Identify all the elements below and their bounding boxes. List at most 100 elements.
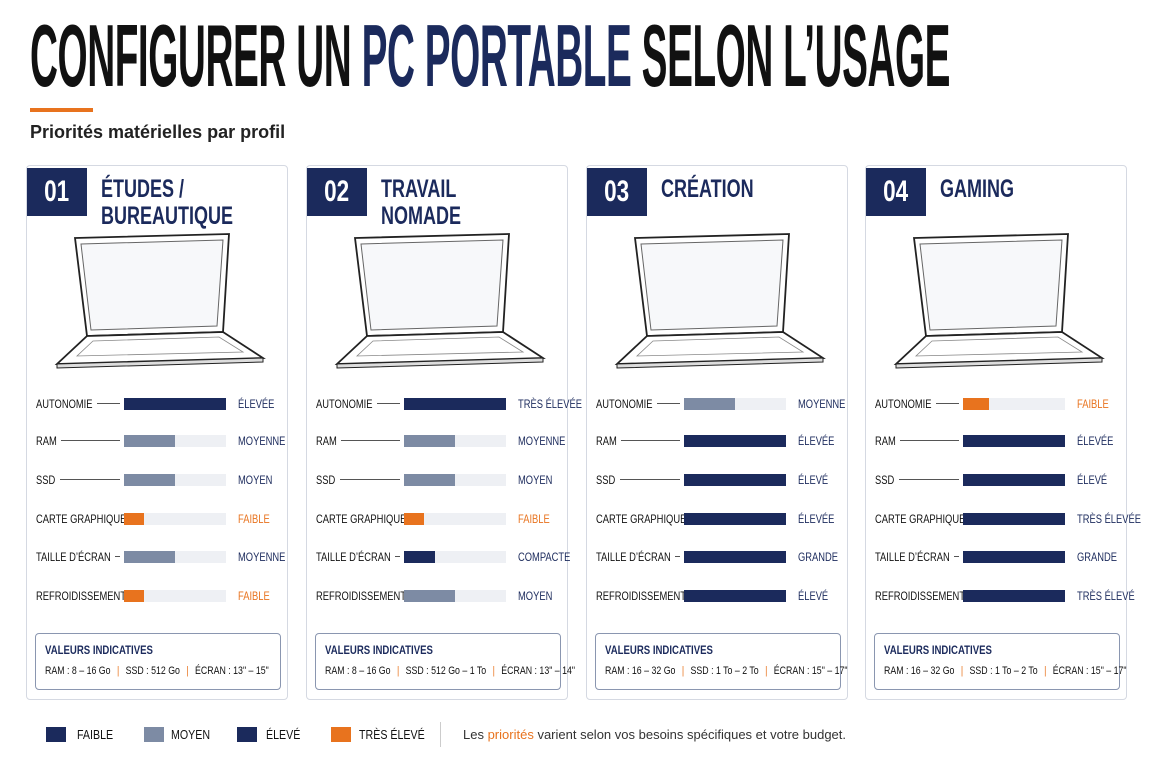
bar-track bbox=[404, 474, 506, 486]
level-label: TRÈS ÉLEVÉ bbox=[1077, 589, 1135, 603]
arrow bbox=[899, 479, 959, 480]
level-label: ÉLEVÉ bbox=[1077, 473, 1108, 487]
spec-label: CARTE GRAPHIQUE bbox=[875, 512, 966, 526]
level-label: FAIBLE bbox=[238, 512, 270, 526]
values-box: VALEURS INDICATIVES RAM : 16 – 32 Go | SSD … bbox=[595, 633, 848, 690]
card: 01 ÉTUDES / BUREAUTIQUE AUTONOMIE ÉLEVÉE RAM M… bbox=[26, 165, 288, 700]
values-item: ÉCRAN : 15" – 17" bbox=[773, 665, 848, 677]
bar bbox=[124, 513, 145, 525]
level-label: MOYENNE bbox=[798, 397, 846, 411]
level-label: FAIBLE bbox=[238, 589, 270, 603]
card-title-line: CRÉATION bbox=[661, 175, 754, 203]
spec-label: AUTONOMIE bbox=[875, 397, 932, 411]
spec-label: AUTONOMIE bbox=[316, 397, 373, 411]
spec-row: TAILLE D’ÉCRAN GRANDE bbox=[866, 549, 1128, 565]
spec-row: RAM ÉLEVÉE bbox=[866, 433, 1128, 449]
bar bbox=[404, 435, 455, 447]
spec-label: SSD bbox=[36, 473, 56, 487]
values-items: RAM : 8 – 16 Go | SSD : 512 Go | ÉCRAN : 13"… bbox=[45, 665, 269, 677]
values-box: VALEURS INDICATIVES RAM : 8 – 16 Go | SSD :… bbox=[35, 633, 281, 690]
card-title-line: ÉTUDES / bbox=[101, 175, 185, 203]
spec-label: RAM bbox=[596, 434, 617, 448]
values-box: VALEURS INDICATIVES RAM : 16 – 32 Go | SSD … bbox=[874, 633, 1127, 690]
spec-row: RAM MOYENNE bbox=[307, 433, 569, 449]
separator: | bbox=[396, 665, 400, 677]
separator: | bbox=[492, 665, 495, 677]
spec-row: CARTE GRAPHIQUE TRÈS ÉLEVÉE bbox=[866, 511, 1141, 527]
card-title: TRAVAIL NOMADE bbox=[381, 176, 492, 230]
legend-swatch bbox=[144, 727, 164, 742]
bar bbox=[684, 398, 735, 410]
spec-row: AUTONOMIE MOYENNE bbox=[587, 396, 849, 412]
arrow bbox=[954, 556, 959, 557]
bar bbox=[124, 551, 175, 563]
bar bbox=[963, 435, 1065, 447]
spec-row: TAILLE D’ÉCRAN GRANDE bbox=[587, 549, 849, 565]
card-number-box: 04 bbox=[866, 168, 926, 216]
bar-track bbox=[404, 551, 506, 563]
spec-row: CARTE GRAPHIQUE ÉLEVÉE bbox=[587, 511, 849, 527]
arrow bbox=[395, 556, 400, 557]
bar-track bbox=[404, 398, 506, 410]
spec-label: RAM bbox=[36, 434, 57, 448]
spec-row: TAILLE D’ÉCRAN MOYENNE bbox=[27, 549, 289, 565]
card: 02 TRAVAIL NOMADE AUTONOMIE TRÈS ÉLEVÉE RAM MO… bbox=[306, 165, 582, 700]
bar-track bbox=[963, 590, 1065, 602]
level-label: FAIBLE bbox=[518, 512, 550, 526]
spec-row: CARTE GRAPHIQUE FAIBLE bbox=[27, 511, 289, 527]
spec-row: REFROIDISSEMENT TRÈS ÉLEVÉ bbox=[866, 588, 1135, 604]
spec-label: REFROIDISSEMENT bbox=[36, 589, 126, 603]
laptop-illustration bbox=[886, 228, 1108, 378]
laptop-illustration bbox=[607, 228, 829, 378]
level-label: ÉLEVÉ bbox=[798, 589, 829, 603]
bar-track bbox=[684, 474, 786, 486]
values-title: VALEURS INDICATIVES bbox=[325, 643, 433, 657]
card-title: CRÉATION bbox=[661, 176, 790, 203]
values-item: RAM : 16 – 32 Go bbox=[605, 665, 676, 677]
bar bbox=[124, 435, 175, 447]
spec-label: AUTONOMIE bbox=[36, 397, 93, 411]
bar bbox=[684, 435, 786, 447]
title-part: CONFIGURER UN bbox=[30, 6, 352, 105]
bar-track bbox=[684, 513, 786, 525]
values-item: SSD : 1 To – 2 To bbox=[690, 665, 759, 677]
level-label: MOYEN bbox=[238, 473, 273, 487]
card-title-line: GAMING bbox=[940, 175, 1015, 203]
bar bbox=[963, 590, 1065, 602]
bar bbox=[684, 513, 786, 525]
bar-track bbox=[124, 590, 226, 602]
legend-label: ÉLEVÉ bbox=[266, 727, 301, 742]
level-label: COMPACTE bbox=[518, 550, 571, 564]
legend-label: TRÈS ÉLEVÉ bbox=[359, 727, 425, 742]
spec-label: AUTONOMIE bbox=[596, 397, 653, 411]
values-title: VALEURS INDICATIVES bbox=[884, 643, 992, 657]
values-title: VALEURS INDICATIVES bbox=[605, 643, 713, 657]
bar bbox=[684, 551, 786, 563]
bar bbox=[404, 513, 425, 525]
bar-track bbox=[684, 551, 786, 563]
level-label: GRANDE bbox=[1077, 550, 1118, 564]
spec-label: REFROIDISSEMENT bbox=[596, 589, 686, 603]
bar-track bbox=[963, 474, 1065, 486]
arrow bbox=[900, 440, 959, 441]
spec-label: CARTE GRAPHIQUE bbox=[316, 512, 407, 526]
spec-label: REFROIDISSEMENT bbox=[316, 589, 406, 603]
bar bbox=[404, 474, 455, 486]
level-label: GRANDE bbox=[798, 550, 839, 564]
spec-label: TAILLE D’ÉCRAN bbox=[596, 550, 671, 564]
bar bbox=[124, 590, 145, 602]
values-items: RAM : 16 – 32 Go | SSD : 1 To – 2 To | ÉCRAN… bbox=[884, 665, 1127, 677]
bar bbox=[963, 398, 989, 410]
level-label: TRÈS ÉLEVÉE bbox=[1077, 512, 1141, 526]
card: 03 CRÉATION AUTONOMIE MOYENNE RAM ÉLEVÉE SSD ÉL… bbox=[586, 165, 848, 700]
legend-label: MOYEN bbox=[171, 727, 211, 742]
laptop-illustration bbox=[47, 228, 269, 378]
bar-track bbox=[963, 513, 1065, 525]
bar-track bbox=[684, 590, 786, 602]
arrow bbox=[936, 403, 959, 404]
spec-row: CARTE GRAPHIQUE FAIBLE bbox=[307, 511, 569, 527]
bar-track bbox=[963, 551, 1065, 563]
level-label: TRÈS ÉLEVÉE bbox=[518, 397, 582, 411]
title-highlight: PC PORTABLE bbox=[361, 6, 632, 105]
